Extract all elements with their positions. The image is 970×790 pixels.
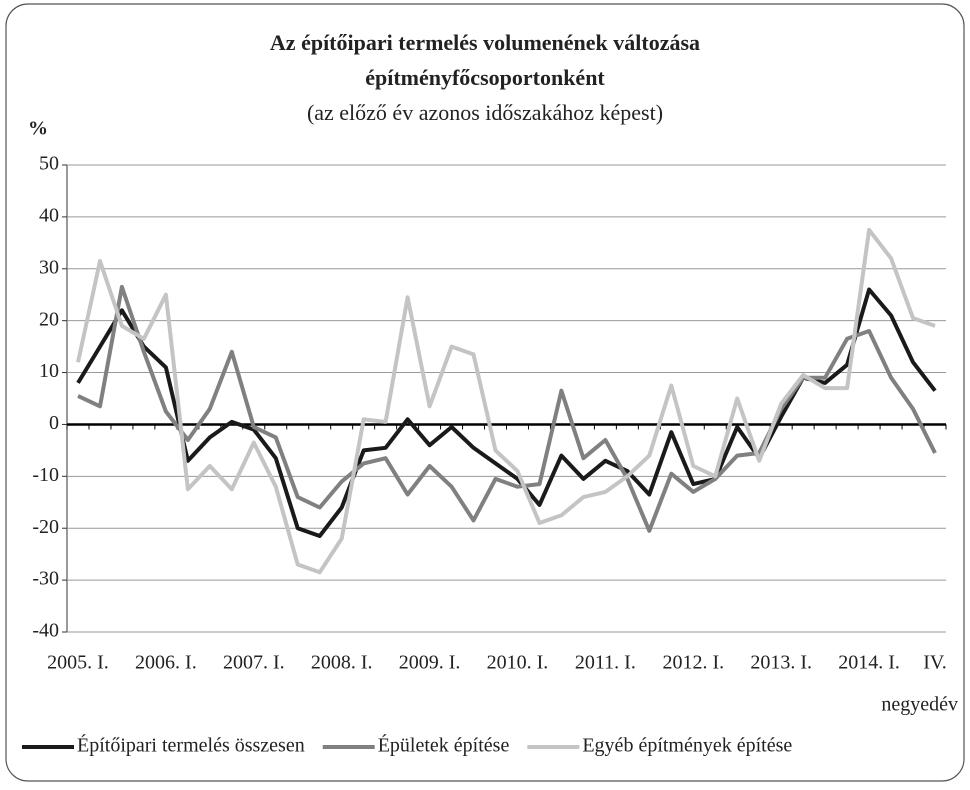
x-tick-label: 2006. I. bbox=[135, 652, 197, 674]
x-tick-label: 2005. I. bbox=[47, 652, 109, 674]
x-tick-label: 2010. I. bbox=[487, 652, 549, 674]
frame bbox=[5, 3, 965, 782]
x-tick-label: 2008. I. bbox=[311, 652, 373, 674]
y-tick-label: 20 bbox=[39, 308, 59, 330]
y-tick-label: -20 bbox=[32, 516, 59, 538]
y-tick-label: -30 bbox=[32, 568, 59, 590]
x-tick-label: 2013. I. bbox=[750, 652, 812, 674]
y-tick-label: 30 bbox=[39, 256, 59, 278]
x-tick-label: 2009. I. bbox=[399, 652, 461, 674]
chart-title: építményfőcsoportonként bbox=[365, 65, 605, 90]
x-axis-label: negyedév bbox=[881, 694, 958, 716]
chart-title: Az építőipari termelés volumenének válto… bbox=[270, 30, 700, 55]
x-tick-label: 2011. I. bbox=[575, 652, 636, 674]
legend-label: Egyéb építmények építése bbox=[582, 735, 792, 757]
y-tick-label: 40 bbox=[39, 204, 59, 226]
legend-label: Építőipari termelés összesen bbox=[77, 734, 305, 757]
chart-subtitle: (az előző év azonos időszakához képest) bbox=[307, 100, 663, 125]
y-tick-label: -10 bbox=[32, 464, 59, 486]
y-tick-label: 50 bbox=[39, 153, 59, 175]
y-tick-label: 10 bbox=[39, 360, 59, 382]
x-tick-label: IV. bbox=[923, 652, 947, 674]
series-line bbox=[76, 227, 936, 575]
series-line bbox=[77, 284, 937, 533]
x-tick-label: 2012. I. bbox=[662, 652, 724, 674]
series-line bbox=[76, 287, 937, 538]
x-tick-label: 2014. I. bbox=[838, 652, 900, 674]
y-tick-label: -40 bbox=[32, 620, 59, 642]
x-tick-label: 2007. I. bbox=[223, 652, 285, 674]
legend-label: Épületek építése bbox=[378, 734, 510, 757]
y-axis-label: % bbox=[28, 118, 48, 140]
y-tick-label: 0 bbox=[49, 412, 59, 434]
